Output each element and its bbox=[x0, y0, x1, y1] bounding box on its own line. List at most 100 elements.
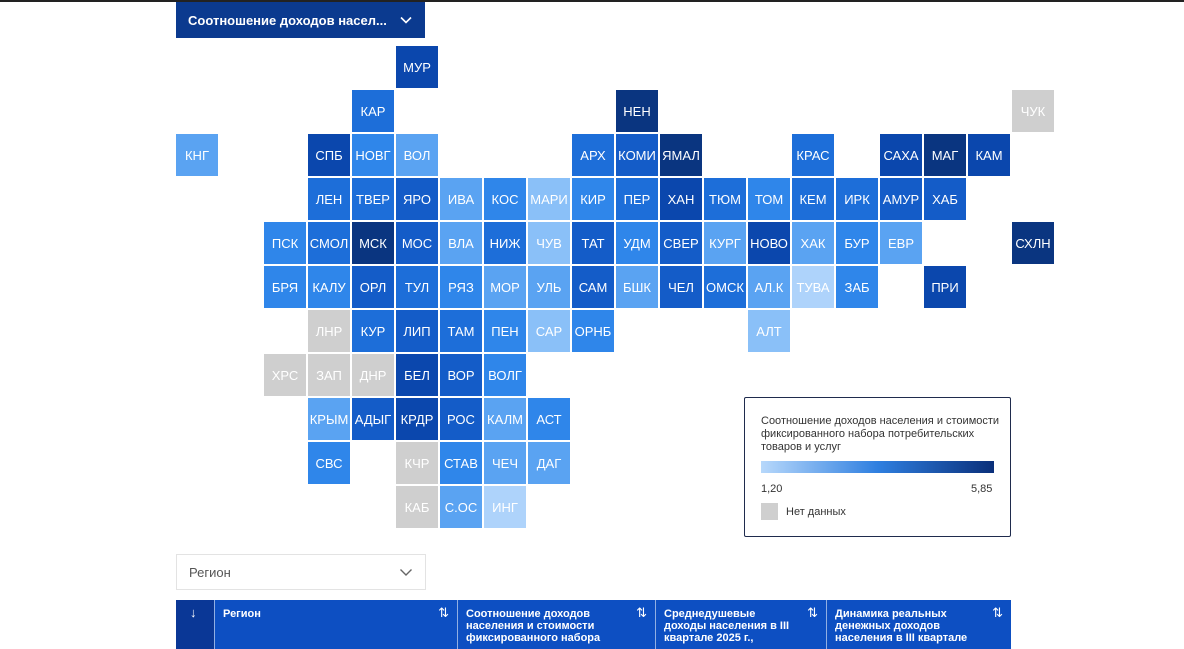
column-header-real-income-dynamics[interactable]: Динамика реальных денежных доходов насел… bbox=[826, 600, 1011, 649]
column-header-income-ratio[interactable]: Соотношение доходов населения и стоимост… bbox=[457, 600, 655, 649]
region-tile-чув[interactable]: ЧУВ bbox=[528, 222, 570, 264]
region-tile-бшк[interactable]: БШК bbox=[616, 266, 658, 308]
region-dropdown[interactable]: Регион bbox=[176, 554, 426, 590]
region-tile-новг[interactable]: НОВГ bbox=[352, 134, 394, 176]
table-header-sort-indicator[interactable]: ↓ bbox=[176, 600, 214, 649]
region-tile-кам[interactable]: КАМ bbox=[968, 134, 1010, 176]
region-tile-при[interactable]: ПРИ bbox=[924, 266, 966, 308]
region-tile-ямал[interactable]: ЯМАЛ bbox=[660, 134, 702, 176]
region-tile-инг[interactable]: ИНГ bbox=[484, 486, 526, 528]
column-header-avg-income[interactable]: Среднедушевые доходы населения в III ква… bbox=[655, 600, 826, 649]
region-tile-адыг[interactable]: АДЫГ bbox=[352, 398, 394, 440]
region-tile-ново[interactable]: НОВО bbox=[748, 222, 790, 264]
region-tile-схлн[interactable]: СХЛН bbox=[1012, 222, 1054, 264]
region-tile-нен[interactable]: НЕН bbox=[616, 90, 658, 132]
region-tile-свер[interactable]: СВЕР bbox=[660, 222, 702, 264]
region-tile-каб[interactable]: КАБ bbox=[396, 486, 438, 528]
region-tile-коми[interactable]: КОМИ bbox=[616, 134, 658, 176]
region-tile-лнр[interactable]: ЛНР bbox=[308, 310, 350, 352]
region-tile-том[interactable]: ТОМ bbox=[748, 178, 790, 220]
sort-icon[interactable]: ⇅ bbox=[992, 605, 1003, 620]
region-tile-кчр[interactable]: КЧР bbox=[396, 442, 438, 484]
region-tile-сар[interactable]: САР bbox=[528, 310, 570, 352]
region-tile-с.ос[interactable]: С.ОС bbox=[440, 486, 482, 528]
region-tile-днр[interactable]: ДНР bbox=[352, 354, 394, 396]
region-tile-калу[interactable]: КАЛУ bbox=[308, 266, 350, 308]
region-tile-орл[interactable]: ОРЛ bbox=[352, 266, 394, 308]
region-tile-маг[interactable]: МАГ bbox=[924, 134, 966, 176]
region-tile-хаб[interactable]: ХАБ bbox=[924, 178, 966, 220]
region-tile-саха[interactable]: САХА bbox=[880, 134, 922, 176]
region-tile-сам[interactable]: САМ bbox=[572, 266, 614, 308]
region-tile-калм[interactable]: КАЛМ bbox=[484, 398, 526, 440]
sort-icon[interactable]: ⇅ bbox=[438, 605, 449, 620]
metric-dropdown[interactable]: Соотношение доходов насел... bbox=[176, 2, 425, 38]
region-tile-мари[interactable]: МАРИ bbox=[528, 178, 570, 220]
region-tile-ива[interactable]: ИВА bbox=[440, 178, 482, 220]
region-tile-пер[interactable]: ПЕР bbox=[616, 178, 658, 220]
region-tile-хак[interactable]: ХАК bbox=[792, 222, 834, 264]
region-tile-мор[interactable]: МОР bbox=[484, 266, 526, 308]
region-tile-став[interactable]: СТАВ bbox=[440, 442, 482, 484]
region-tile-амур[interactable]: АМУР bbox=[880, 178, 922, 220]
region-tile-тат[interactable]: ТАТ bbox=[572, 222, 614, 264]
region-tile-яро[interactable]: ЯРО bbox=[396, 178, 438, 220]
region-tile-кур[interactable]: КУР bbox=[352, 310, 394, 352]
region-tile-ирк[interactable]: ИРК bbox=[836, 178, 878, 220]
region-tile-крдр[interactable]: КРДР bbox=[396, 398, 438, 440]
region-tile-спб[interactable]: СПБ bbox=[308, 134, 350, 176]
region-tile-мос[interactable]: МОС bbox=[396, 222, 438, 264]
region-tile-мур[interactable]: МУР bbox=[396, 46, 438, 88]
region-tile-крас[interactable]: КРАС bbox=[792, 134, 834, 176]
region-tile-вор[interactable]: ВОР bbox=[440, 354, 482, 396]
region-tile-пен[interactable]: ПЕН bbox=[484, 310, 526, 352]
region-tile-евр[interactable]: ЕВР bbox=[880, 222, 922, 264]
region-tile-лен[interactable]: ЛЕН bbox=[308, 178, 350, 220]
region-tile-свс[interactable]: СВС bbox=[308, 442, 350, 484]
region-tile-кем[interactable]: КЕМ bbox=[792, 178, 834, 220]
region-tile-пск[interactable]: ПСК bbox=[264, 222, 306, 264]
region-tile-вол[interactable]: ВОЛ bbox=[396, 134, 438, 176]
region-tile-ряз[interactable]: РЯЗ bbox=[440, 266, 482, 308]
region-tile-там[interactable]: ТАМ bbox=[440, 310, 482, 352]
region-tile-кнг[interactable]: КНГ bbox=[176, 134, 218, 176]
region-tile-удм[interactable]: УДМ bbox=[616, 222, 658, 264]
region-tile-алт[interactable]: АЛТ bbox=[748, 310, 790, 352]
region-tile-лип[interactable]: ЛИП bbox=[396, 310, 438, 352]
region-tile-мск[interactable]: МСК bbox=[352, 222, 394, 264]
region-tile-вла[interactable]: ВЛА bbox=[440, 222, 482, 264]
region-tile-крым[interactable]: КРЫМ bbox=[308, 398, 350, 440]
column-header-region[interactable]: Регион ⇅ bbox=[214, 600, 457, 649]
region-tile-бел[interactable]: БЕЛ bbox=[396, 354, 438, 396]
region-tile-заб[interactable]: ЗАБ bbox=[836, 266, 878, 308]
region-tile-тюм[interactable]: ТЮМ bbox=[704, 178, 746, 220]
region-tile-кар[interactable]: КАР bbox=[352, 90, 394, 132]
region-tile-бря[interactable]: БРЯ bbox=[264, 266, 306, 308]
region-tile-кос[interactable]: КОС bbox=[484, 178, 526, 220]
region-tile-бур[interactable]: БУР bbox=[836, 222, 878, 264]
region-tile-уль[interactable]: УЛЬ bbox=[528, 266, 570, 308]
region-tile-волг[interactable]: ВОЛГ bbox=[484, 354, 526, 396]
region-tile-твер[interactable]: ТВЕР bbox=[352, 178, 394, 220]
region-tile-смол[interactable]: СМОЛ bbox=[308, 222, 350, 264]
region-tile-кург[interactable]: КУРГ bbox=[704, 222, 746, 264]
region-tile-кир[interactable]: КИР bbox=[572, 178, 614, 220]
region-tile-даг[interactable]: ДАГ bbox=[528, 442, 570, 484]
region-tile-тува[interactable]: ТУВА bbox=[792, 266, 834, 308]
region-tile-чеч[interactable]: ЧЕЧ bbox=[484, 442, 526, 484]
region-tile-чел[interactable]: ЧЕЛ bbox=[660, 266, 702, 308]
region-tile-ал.к[interactable]: АЛ.К bbox=[748, 266, 790, 308]
region-tile-хрс[interactable]: ХРС bbox=[264, 354, 306, 396]
region-tile-рос[interactable]: РОС bbox=[440, 398, 482, 440]
region-tile-зап[interactable]: ЗАП bbox=[308, 354, 350, 396]
region-tile-чук[interactable]: ЧУК bbox=[1012, 90, 1054, 132]
region-tile-орнб[interactable]: ОРНБ bbox=[572, 310, 614, 352]
region-tile-ниж[interactable]: НИЖ bbox=[484, 222, 526, 264]
sort-icon[interactable]: ⇅ bbox=[636, 605, 647, 620]
region-tile-арх[interactable]: АРХ bbox=[572, 134, 614, 176]
region-tile-хан[interactable]: ХАН bbox=[660, 178, 702, 220]
sort-icon[interactable]: ⇅ bbox=[807, 605, 818, 620]
region-tile-омск[interactable]: ОМСК bbox=[704, 266, 746, 308]
region-tile-аст[interactable]: АСТ bbox=[528, 398, 570, 440]
region-tile-тул[interactable]: ТУЛ bbox=[396, 266, 438, 308]
